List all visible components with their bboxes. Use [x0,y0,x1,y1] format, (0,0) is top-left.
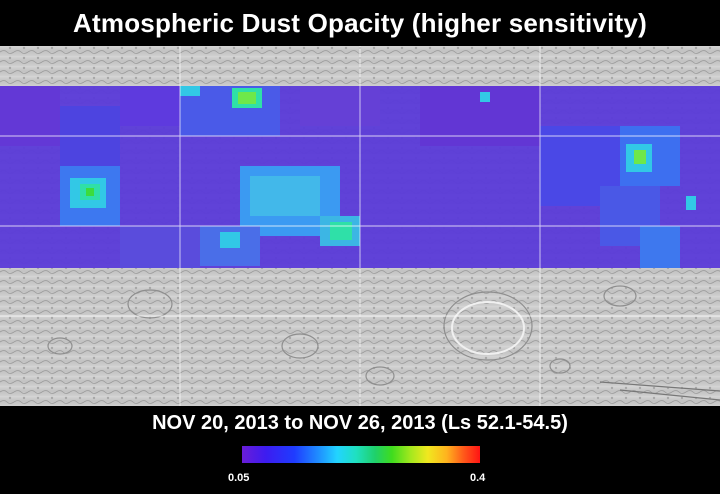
dust-opacity-cells [0,86,680,268]
date-range-label: NOV 20, 2013 to NOV 26, 2013 (Ls 52.1-54… [152,411,568,434]
terrain-craters [47,285,720,401]
scale-min-label: 0.05 [228,472,250,484]
dust-hotspots [70,86,696,248]
mars-dust-map [0,46,720,406]
page-title: Atmospheric Dust Opacity (higher sensiti… [73,7,647,38]
graticule-lines [0,46,720,406]
scale-max-label: 0.4 [470,472,486,484]
opacity-color-scale [242,446,480,463]
